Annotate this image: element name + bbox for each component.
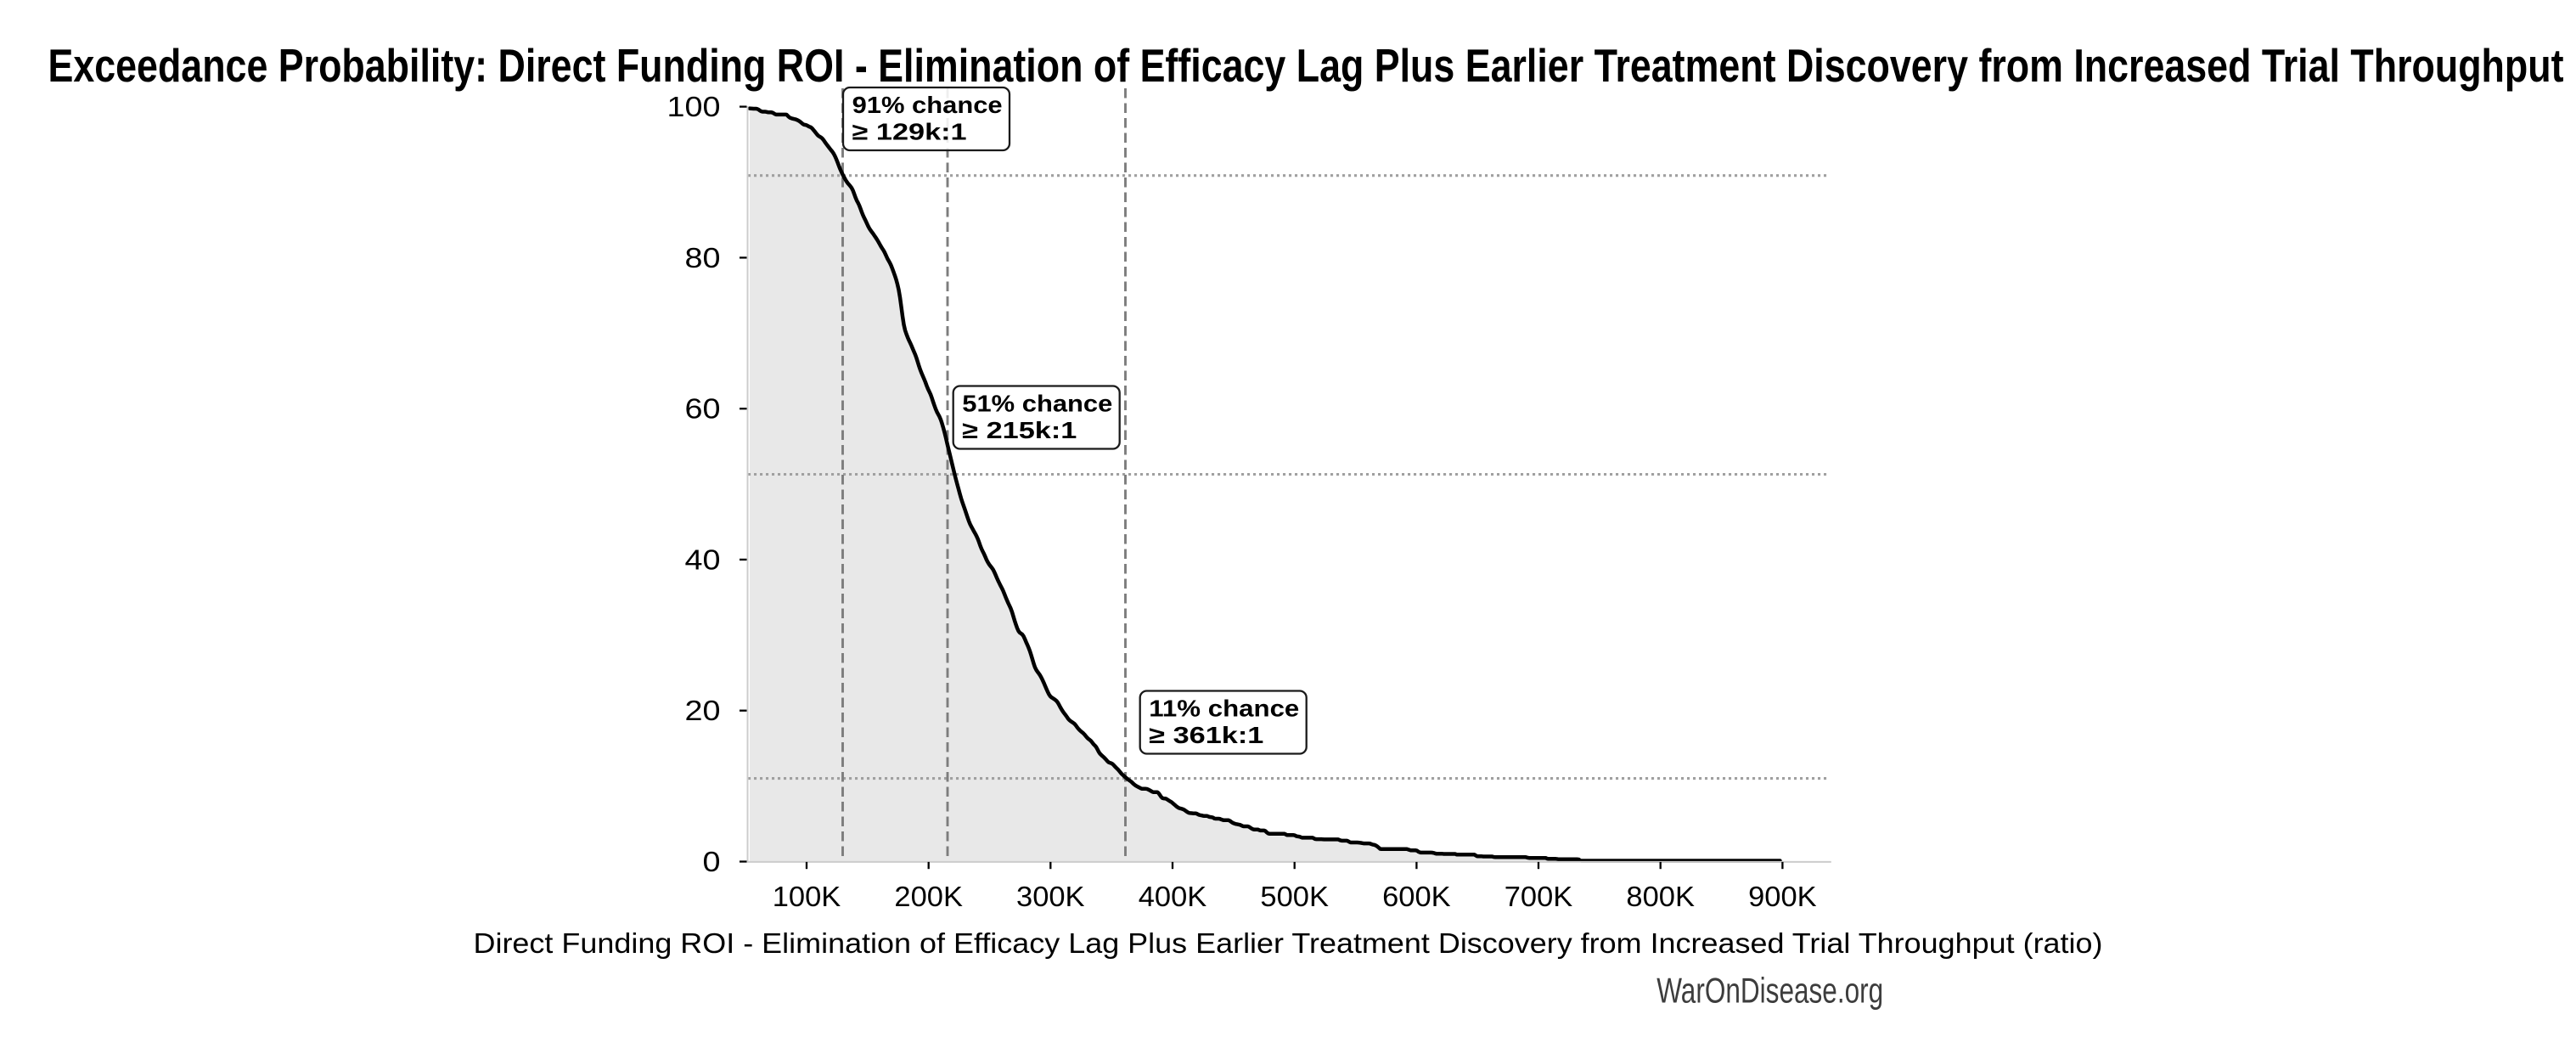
svg-text:Direct Funding ROI - Eliminati: Direct Funding ROI - Elimination of Effi…	[474, 927, 2103, 959]
svg-text:900K: 900K	[1748, 881, 1817, 912]
svg-text:0: 0	[703, 846, 721, 877]
svg-text:400K: 400K	[1139, 881, 1207, 912]
svg-text:100: 100	[667, 91, 721, 122]
svg-text:60: 60	[685, 393, 721, 425]
svg-text:100K: 100K	[773, 881, 841, 912]
svg-text:600K: 600K	[1382, 881, 1451, 912]
svg-text:WarOnDisease.org: WarOnDisease.org	[1656, 971, 1883, 1011]
svg-text:≥ 361k:1: ≥ 361k:1	[1149, 722, 1263, 748]
svg-text:Exceedance Probability: Direct: Exceedance Probability: Direct Funding R…	[48, 39, 2564, 92]
svg-text:≥ 129k:1: ≥ 129k:1	[852, 118, 967, 144]
svg-text:20: 20	[685, 695, 721, 726]
svg-text:500K: 500K	[1260, 881, 1329, 912]
svg-text:300K: 300K	[1016, 881, 1085, 912]
svg-text:80: 80	[685, 242, 721, 273]
svg-text:800K: 800K	[1626, 881, 1695, 912]
svg-text:700K: 700K	[1505, 881, 1573, 912]
svg-text:51% chance: 51% chance	[962, 391, 1112, 417]
svg-text:11% chance: 11% chance	[1149, 696, 1299, 722]
svg-text:200K: 200K	[894, 881, 963, 912]
svg-text:91% chance: 91% chance	[852, 92, 1003, 118]
svg-text:≥ 215k:1: ≥ 215k:1	[962, 417, 1077, 443]
svg-text:40: 40	[685, 544, 721, 575]
